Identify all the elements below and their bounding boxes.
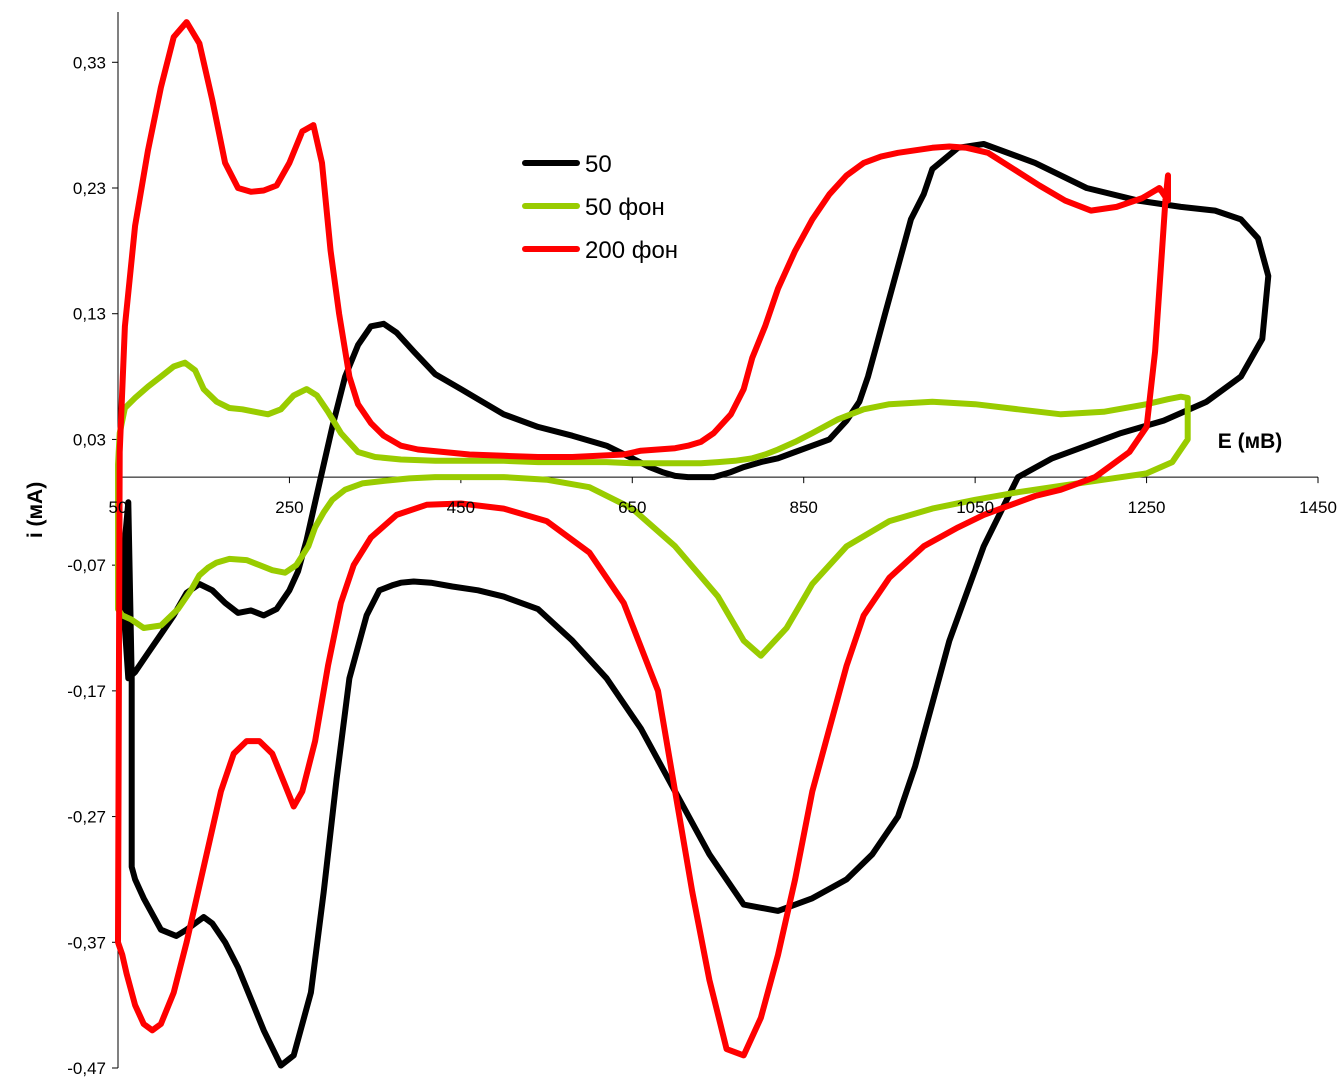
y-tick-label: 0,33: [73, 53, 106, 72]
x-tick-label: 850: [790, 498, 818, 517]
y-axis-title: i (мА): [24, 482, 47, 538]
y-tick-label: -0,17: [67, 682, 106, 701]
y-tick-label: -0,47: [67, 1059, 106, 1078]
legend-label-2: 200 фон: [585, 237, 678, 264]
x-tick-label: 450: [447, 498, 475, 517]
series-line-0: [121, 141, 1272, 1069]
x-tick-label: 1050: [956, 498, 994, 517]
y-tick-label: 0,13: [73, 305, 106, 324]
legend: 50 50 фон 200 фон: [522, 151, 678, 264]
legend-label-0: 50: [585, 151, 612, 178]
x-axis-title: E (мВ): [1218, 430, 1283, 453]
y-tick-label: -0,37: [67, 933, 106, 952]
x-tick-label: 50: [109, 498, 128, 517]
x-tick-label: 650: [618, 498, 646, 517]
tick-labels: 50 250 450 650 850 1050 1250 1450 0,33 0,23 0,13 0,…: [67, 53, 1337, 1078]
y-tick-label: -0,27: [67, 808, 106, 827]
x-tick-label: 1250: [1128, 498, 1166, 517]
x-tick-label: 1450: [1299, 498, 1337, 517]
axes: [112, 12, 1319, 1069]
series-layer: [115, 19, 1272, 1069]
x-tick-label: 250: [275, 498, 303, 517]
legend-label-1: 50 фон: [585, 194, 665, 221]
series-line-2: [115, 19, 1171, 1059]
series-line-1: [115, 359, 1191, 659]
y-tick-label: 0,03: [73, 430, 106, 449]
y-tick-label: 0,23: [73, 179, 106, 198]
y-tick-label: -0,07: [67, 556, 106, 575]
